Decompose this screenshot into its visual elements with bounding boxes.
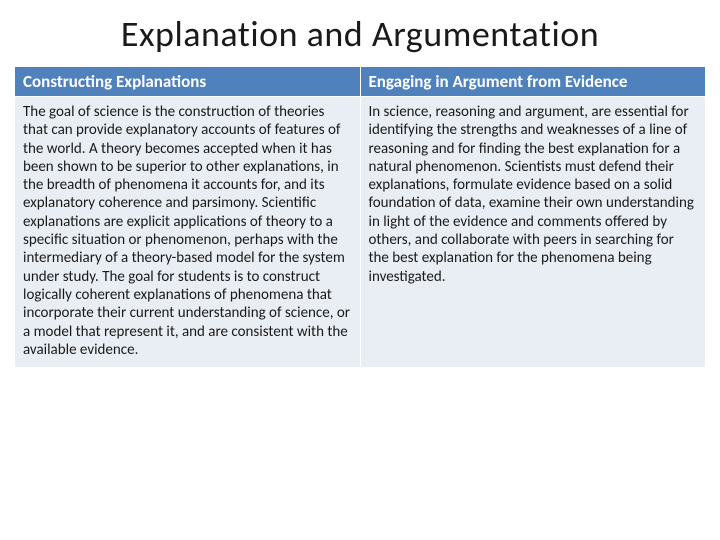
- table-header-row: Constructing Explanations Engaging in Ar…: [15, 67, 706, 97]
- col-header-argument: Engaging in Argument from Evidence: [360, 67, 706, 97]
- cell-constructing-body: The goal of science is the construction …: [15, 97, 361, 368]
- slide: Explanation and Argumentation Constructi…: [0, 0, 720, 540]
- cell-argument-body: In science, reasoning and argument, are …: [360, 97, 706, 368]
- slide-title: Explanation and Argumentation: [14, 12, 706, 56]
- comparison-table: Constructing Explanations Engaging in Ar…: [14, 66, 706, 368]
- col-header-constructing: Constructing Explanations: [15, 67, 361, 97]
- table-row: The goal of science is the construction …: [15, 97, 706, 368]
